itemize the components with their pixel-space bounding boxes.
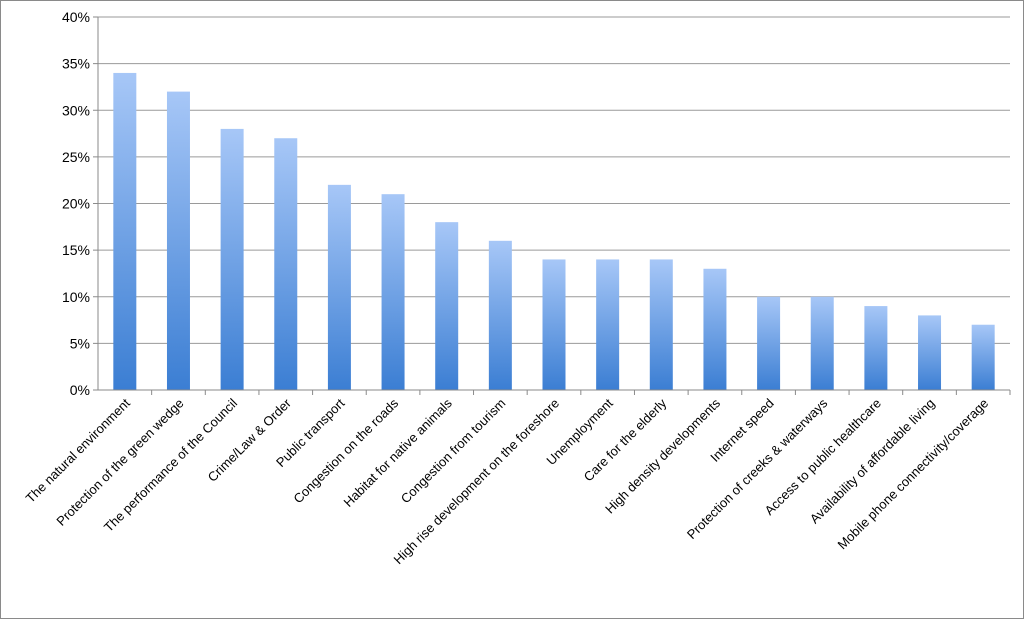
- bar: [220, 128, 244, 390]
- bar: [596, 259, 620, 390]
- bar: [971, 324, 995, 390]
- bar: [649, 259, 673, 390]
- gridlines: [98, 16, 1010, 344]
- x-category-label: The natural environment: [23, 395, 134, 506]
- bar: [166, 91, 190, 390]
- bars: [113, 72, 995, 390]
- bar: [864, 306, 888, 390]
- bar: [757, 296, 781, 390]
- y-tick-label: 35%: [62, 56, 90, 72]
- y-tick-label: 5%: [70, 335, 90, 351]
- x-category-label: Habitat for native animals: [340, 395, 455, 510]
- x-category-label: High density developments: [602, 395, 723, 516]
- y-axis-ticks: 0% 5% 10% 15% 20% 25% 30% 35% 40%: [62, 9, 98, 398]
- bar: [327, 184, 351, 390]
- y-tick-label: 30%: [62, 102, 90, 118]
- y-tick-label: 15%: [62, 242, 90, 258]
- y-tick-label: 20%: [62, 196, 90, 212]
- bar: [381, 194, 405, 390]
- y-tick-label: 25%: [62, 149, 90, 165]
- y-tick-label: 10%: [62, 289, 90, 305]
- x-category-label: Congestion on the roads: [290, 395, 401, 506]
- bar: [810, 296, 834, 390]
- bar: [274, 138, 298, 390]
- bar: [113, 72, 137, 390]
- bar: [703, 268, 727, 390]
- bar: [542, 259, 566, 390]
- x-category-label: Congestion from tourism: [398, 396, 509, 507]
- bar: [435, 222, 459, 390]
- y-tick-label: 40%: [62, 9, 90, 25]
- bar: [918, 315, 942, 390]
- y-tick-label: 0%: [70, 382, 90, 398]
- bar: [488, 240, 512, 390]
